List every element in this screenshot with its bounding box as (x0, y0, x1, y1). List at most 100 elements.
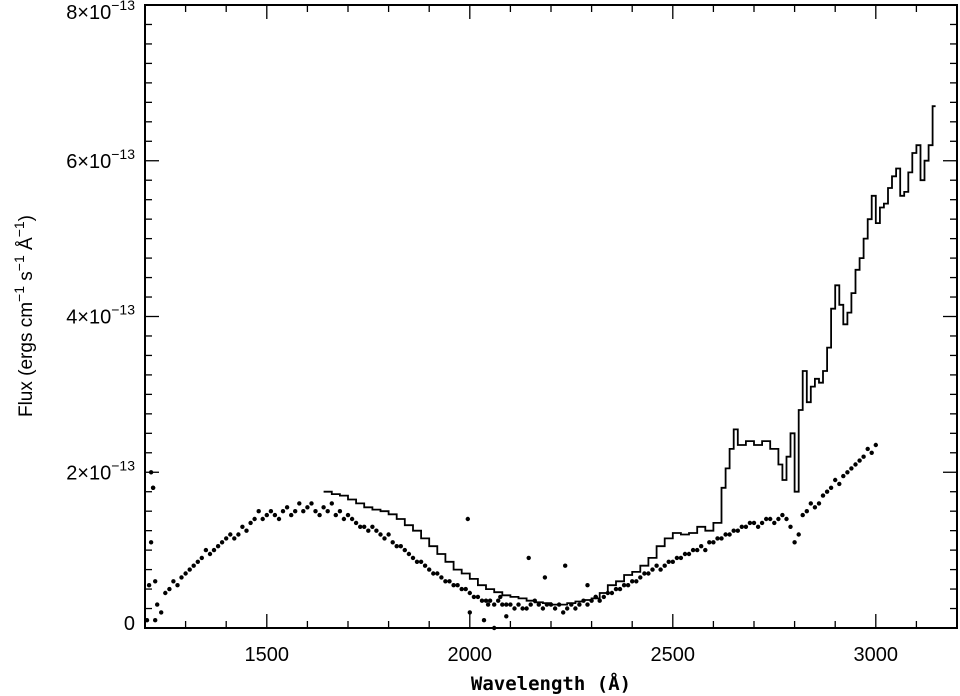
data-point (492, 602, 497, 607)
data-point (459, 586, 464, 592)
data-point (776, 516, 781, 522)
data-point (747, 520, 753, 526)
data-point (414, 559, 420, 564)
data-point (410, 555, 416, 561)
data-point (585, 583, 590, 588)
data-point (861, 454, 866, 459)
data-point (224, 536, 229, 541)
data-point (366, 528, 371, 533)
data-point (183, 571, 188, 576)
data-point (768, 516, 773, 522)
data-point (481, 618, 487, 623)
data-point (439, 575, 444, 580)
data-point (650, 567, 655, 572)
data-point (526, 555, 531, 561)
data-point (148, 470, 154, 475)
data-point (463, 586, 468, 592)
data-point (585, 602, 590, 607)
data-point (755, 524, 761, 529)
data-point (321, 505, 326, 510)
data-point (544, 602, 550, 607)
data-point (148, 540, 154, 545)
data-point (358, 524, 363, 529)
x-tick-labels: 1500 2000 2500 3000 (245, 644, 899, 666)
data-point (703, 547, 708, 553)
data-point (451, 583, 456, 588)
data-point (504, 602, 509, 607)
data-point (337, 509, 343, 514)
data-point (804, 509, 809, 514)
data-point (666, 559, 671, 564)
data-point (146, 583, 152, 588)
data-point (418, 559, 424, 564)
data-point (524, 606, 529, 611)
data-point (374, 528, 379, 533)
data-point (305, 505, 310, 510)
data-point (207, 551, 213, 557)
data-point (313, 509, 318, 514)
data-point (727, 532, 732, 537)
data-point (252, 516, 257, 522)
data-point (153, 618, 158, 623)
data-point (333, 512, 338, 518)
data-point (613, 586, 619, 592)
data-point (715, 536, 720, 541)
data-point (642, 571, 647, 576)
data-point (232, 536, 237, 541)
data-point (163, 590, 168, 596)
data-point (853, 462, 858, 467)
data-point (764, 516, 769, 522)
data-point (280, 509, 286, 514)
data-point (309, 501, 314, 506)
data-point (195, 559, 200, 564)
data-point (674, 555, 680, 561)
data-point (211, 547, 217, 553)
data-point (589, 598, 594, 603)
data-point (792, 540, 797, 545)
data-point (431, 571, 436, 576)
x-tick-label: 2000 (448, 644, 493, 666)
data-point (833, 477, 838, 483)
data-point (528, 602, 533, 607)
data-point (289, 512, 294, 518)
data-point (784, 516, 789, 522)
data-point (552, 606, 558, 611)
data-point (382, 536, 387, 541)
data-point (695, 547, 700, 553)
data-point (144, 618, 150, 623)
data-point (256, 509, 261, 514)
data-point (406, 551, 412, 557)
data-point (297, 501, 302, 506)
y-tick-labels: 0 2×10−13 4×10−13 6×10−13 8×10−13 (66, 0, 135, 635)
data-point (349, 516, 355, 522)
data-point (849, 466, 854, 471)
y-tick-label: 0 (124, 613, 135, 635)
data-point (788, 524, 793, 529)
data-point (272, 512, 278, 518)
data-point (759, 520, 765, 526)
data-point (828, 485, 834, 490)
data-point (492, 625, 497, 631)
data-point (508, 602, 513, 607)
data-point (487, 598, 493, 603)
data-point (630, 579, 635, 584)
data-point (532, 598, 537, 603)
data-point (520, 606, 525, 611)
data-point (465, 516, 470, 522)
data-point (268, 509, 274, 514)
data-point (153, 579, 158, 584)
data-point (581, 598, 586, 603)
data-point (841, 473, 846, 479)
data-point (483, 598, 489, 603)
data-point (646, 571, 651, 576)
data-point (475, 594, 481, 600)
data-point (284, 505, 290, 510)
step-line (323, 105, 936, 606)
data-point (378, 532, 383, 537)
data-point (548, 602, 554, 607)
data-point (634, 579, 639, 584)
data-point (820, 493, 826, 498)
data-point (743, 524, 749, 529)
x-tick-label: 3000 (854, 644, 899, 666)
data-point (536, 602, 541, 607)
